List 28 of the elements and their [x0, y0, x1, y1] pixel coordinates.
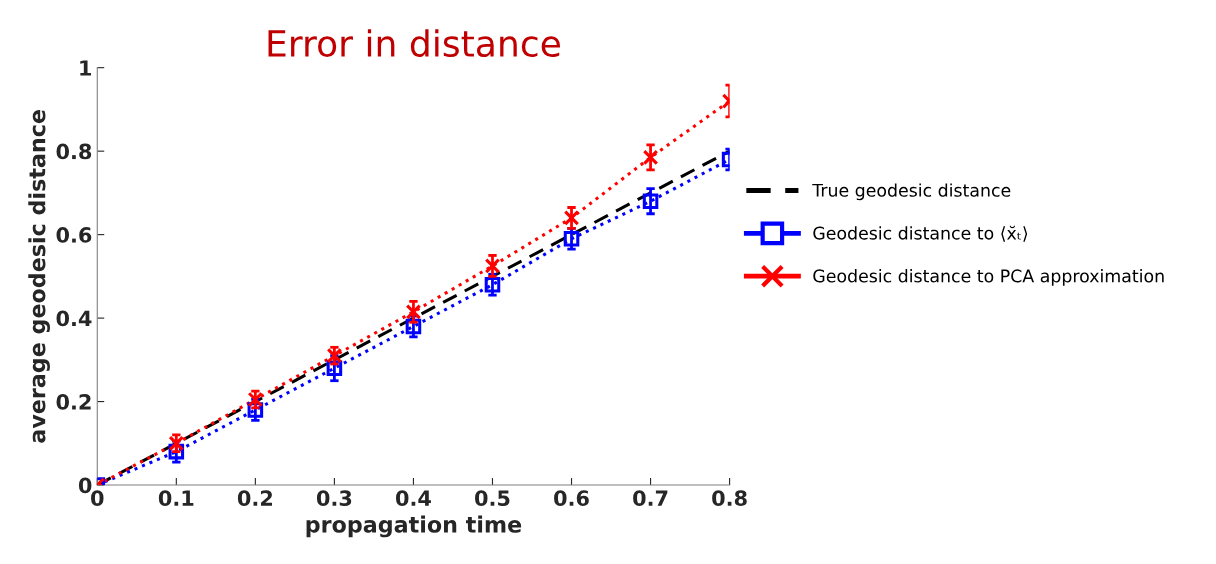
point	[484, 258, 501, 274]
x-tick-label: 0.2	[237, 490, 272, 507]
point	[405, 318, 422, 335]
y-tick-label: 0.8	[56, 143, 92, 160]
y-axis-title: average geodesic distance	[28, 110, 50, 443]
y-tick-label: 0.4	[56, 310, 92, 327]
x-tick-label: 0.6	[554, 490, 589, 507]
y-tick-label: 0.6	[56, 227, 92, 243]
chart-title: Error in distance	[268, 29, 560, 58]
x-tick-label: 0.8	[712, 490, 747, 507]
point	[563, 210, 580, 226]
point	[642, 193, 659, 210]
legend-label: True geodesic distance	[812, 183, 1011, 201]
y-tick-label: 1	[80, 60, 91, 76]
point	[642, 149, 659, 166]
point	[484, 276, 501, 293]
point	[405, 304, 422, 320]
legend-label: Geodesic distance to PCA approximation	[813, 269, 1164, 286]
x-axis-title: propagation time	[306, 515, 522, 538]
y-tick-label: 0	[78, 477, 92, 494]
y-tick-label: 0.2	[56, 394, 91, 410]
x-tick-label: 0.4	[395, 490, 431, 507]
x-tick-label: 0.1	[158, 490, 194, 507]
x-tick-label: 0.5	[475, 490, 510, 507]
x-tick-label: 0.3	[316, 490, 352, 507]
x-tick-label: 0.7	[633, 490, 668, 507]
legend-label: Geodesic distance to ⟨x̆ₜ⟩	[813, 225, 1028, 242]
x-tick-label: 0	[91, 490, 104, 507]
